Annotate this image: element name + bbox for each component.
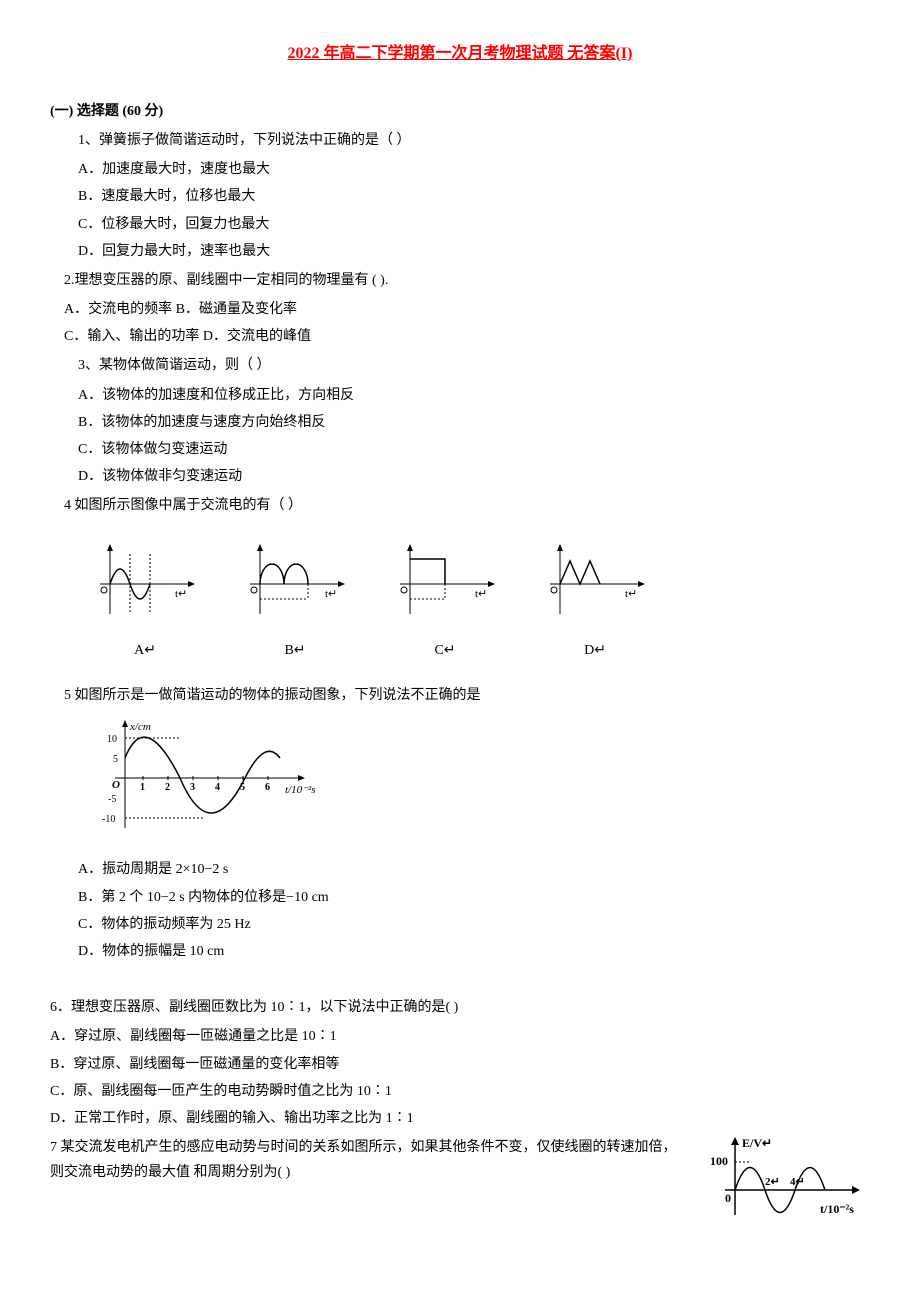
svg-text:x/cm: x/cm [129,721,151,733]
q6-option-b: B．穿过原、副线圈每一匝磁通量的变化率相等 [50,1052,870,1077]
graph-label-d: D↵ [540,638,650,663]
svg-text:2: 2 [165,782,170,793]
graph-label-b: B↵ [240,638,350,663]
q5-option-d: D．物体的振幅是 10 cm [50,939,870,964]
square-graph-icon: t↵ [390,539,500,629]
emf-wave-icon: E/V↵ t/10⁻²s 100 0 2↵ 4↵ [700,1135,870,1225]
q1-text: 1、弹簧振子做简谐运动时，下列说法中正确的是（ ） [50,128,870,153]
svg-text:t↵: t↵ [325,588,337,600]
q6-option-d: D．正常工作时，原、副线圈的输入、输出功率之比为 1∶1 [50,1106,870,1131]
svg-text:t/10⁻²s: t/10⁻²s [285,784,316,796]
svg-text:t↵: t↵ [625,588,637,600]
q3-option-b: B．该物体的加速度与速度方向始终相反 [50,410,870,435]
q3-option-a: A．该物体的加速度和位移成正比，方向相反 [50,383,870,408]
shm-wave-icon: x/cm t/10⁻²s 10 5 O -5 -10 1 2 3 4 5 6 [90,718,330,838]
q4-graph-c: t↵ C↵ [390,539,500,663]
svg-text:O: O [112,779,120,791]
q2-option-ab: A．交流电的频率 B．磁通量及变化率 [50,297,870,322]
q1-option-d: D．回复力最大时，速率也最大 [50,239,870,264]
q5-option-b: B．第 2 个 10−2 s 内物体的位移是−10 cm [50,885,870,910]
svg-text:t↵: t↵ [175,588,187,600]
svg-text:t↵: t↵ [475,588,487,600]
svg-text:6: 6 [265,782,270,793]
q1-option-b: B．速度最大时，位移也最大 [50,184,870,209]
section-header: (一) 选择题 (60 分) [50,99,870,124]
svg-text:1: 1 [140,782,145,793]
svg-text:E/V↵: E/V↵ [742,1136,772,1150]
svg-text:0: 0 [725,1191,731,1205]
svg-text:3: 3 [190,782,195,793]
q7-graph: E/V↵ t/10⁻²s 100 0 2↵ 4↵ [700,1135,870,1234]
q4-graph-a: t↵ A↵ [90,539,200,663]
q5-graph: x/cm t/10⁻²s 10 5 O -5 -10 1 2 3 4 5 6 [90,718,870,847]
q3-text: 3、某物体做简谐运动，则（ ） [50,353,870,378]
q3-option-d: D．该物体做非匀变速运动 [50,464,870,489]
q1-option-a: A．加速度最大时，速度也最大 [50,157,870,182]
q4-graphs: t↵ A↵ t↵ B↵ t↵ [90,539,870,663]
svg-text:2↵: 2↵ [765,1176,780,1188]
q5-option-c: C．物体的振动频率为 25 Hz [50,912,870,937]
q1-option-c: C．位移最大时，回复力也最大 [50,212,870,237]
graph-label-a: A↵ [90,638,200,663]
svg-text:100: 100 [710,1154,728,1168]
q3-option-c: C．该物体做匀变速运动 [50,437,870,462]
svg-text:t/10⁻²s: t/10⁻²s [820,1202,854,1216]
q6-text: 6．理想变压器原、副线圈匝数比为 10∶1，以下说法中正确的是( ) [50,995,870,1020]
svg-text:10: 10 [107,734,117,745]
q6-option-c: C．原、副线圈每一匝产生的电动势瞬时值之比为 10∶1 [50,1079,870,1104]
q2-text: 2.理想变压器的原、副线圈中一定相同的物理量有 ( ). [50,268,870,293]
q4-text: 4 如图所示图像中属于交流电的有（ ） [50,493,870,518]
svg-text:5: 5 [113,754,118,765]
svg-text:4: 4 [215,782,220,793]
q4-graph-d: t↵ D↵ [540,539,650,663]
q2-option-cd: C．输入、输出的功率 D．交流电的峰值 [50,324,870,349]
rectified-graph-icon: t↵ [240,539,350,629]
q5-text: 5 如图所示是一做简谐运动的物体的振动图象，下列说法不正确的是 [50,683,870,708]
svg-text:-5: -5 [108,794,116,805]
triangle-graph-icon: t↵ [540,539,650,629]
page-title: 2022 年高二下学期第一次月考物理试题 无答案(I) [50,40,870,69]
sine-graph-icon: t↵ [90,539,200,629]
q5-option-a: A．振动周期是 2×10−2 s [50,857,870,882]
svg-text:-10: -10 [102,814,115,825]
graph-label-c: C↵ [390,638,500,663]
q6-option-a: A．穿过原、副线圈每一匝磁通量之比是 10∶1 [50,1024,870,1049]
q4-graph-b: t↵ B↵ [240,539,350,663]
